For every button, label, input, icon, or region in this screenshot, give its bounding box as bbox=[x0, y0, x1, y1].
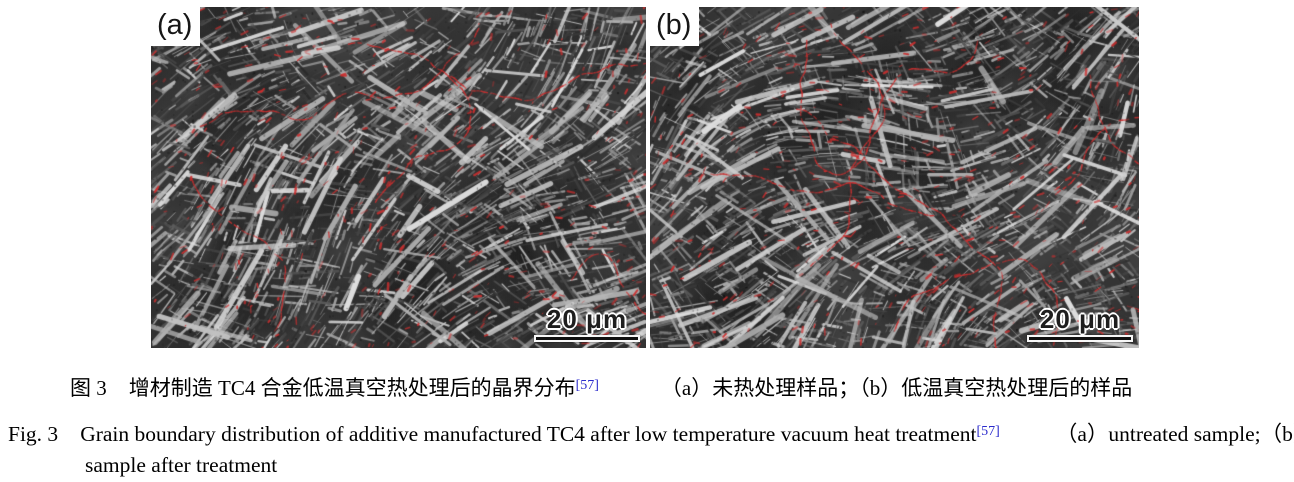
reference-citation-en[interactable]: [57] bbox=[976, 424, 1000, 439]
caption-chinese: 图 3 增材制造 TC4 合金低温真空热处理后的晶界分布[57] （a）未热处理样品… bbox=[70, 372, 1132, 402]
figure-number-en: Fig. 3 bbox=[8, 422, 59, 446]
panel-label-a: (a) bbox=[151, 7, 201, 46]
scale-bar-a: 20 μm bbox=[534, 303, 640, 342]
scale-bar-label-a: 20 μm bbox=[546, 303, 628, 334]
figure-number-zh: 图 3 bbox=[70, 376, 107, 400]
reference-citation-zh[interactable]: [57] bbox=[575, 378, 599, 393]
micrograph-panel-b: (b) 20 μm bbox=[650, 7, 1139, 348]
caption-subfig-b-en: （b）sample after treatment bbox=[85, 422, 1294, 477]
caption-title-zh: 增材制造 TC4 合金低温真空热处理后的晶界分布 bbox=[128, 376, 576, 400]
caption-subfig-b-zh: （b）低温真空热处理后的样品 bbox=[859, 376, 1133, 400]
micrograph-image-b bbox=[650, 7, 1139, 348]
caption-title-en: Grain boundary distribution of additive … bbox=[80, 422, 977, 446]
micrograph-image-a bbox=[151, 7, 646, 348]
caption-subfig-a-zh: （a）未热处理样品； bbox=[660, 376, 860, 400]
micrograph-panel-a: (a) 20 μm bbox=[151, 7, 646, 348]
scale-bar-b: 20 μm bbox=[1027, 303, 1133, 342]
scale-bar-line-b bbox=[1027, 335, 1133, 342]
panel-label-b: (b) bbox=[650, 7, 700, 46]
caption-subfig-a-en: （a）untreated sample; bbox=[1055, 422, 1261, 446]
scale-bar-line-a bbox=[534, 335, 640, 342]
scale-bar-label-b: 20 μm bbox=[1039, 303, 1121, 334]
caption-english: Fig. 3 Grain boundary distribution of add… bbox=[8, 419, 1294, 481]
